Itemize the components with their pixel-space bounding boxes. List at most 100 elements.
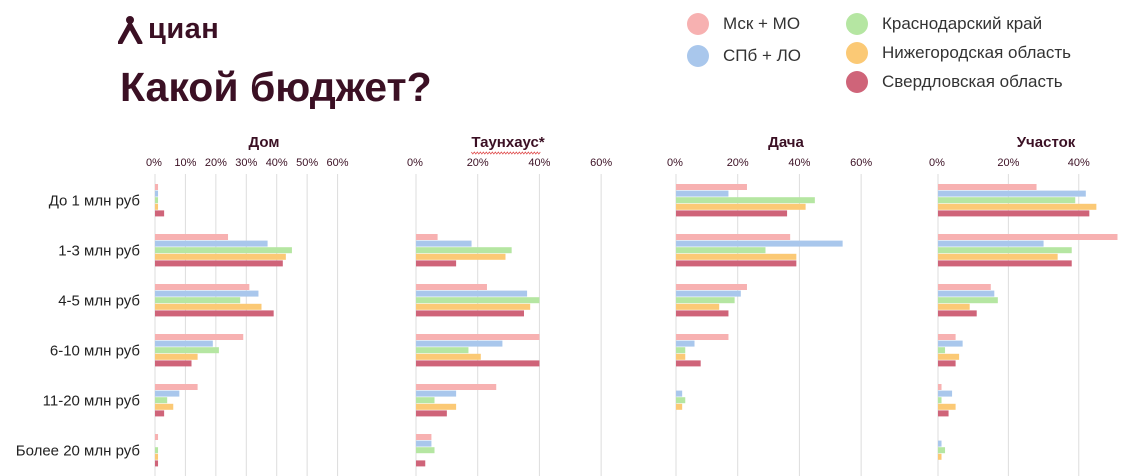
cian-logo-icon: [118, 16, 143, 44]
bar-до-1-млн-руб-s4: [938, 210, 1090, 217]
tick-label: 60%: [327, 157, 349, 169]
bar-6-10-млн-руб-s2: [155, 347, 219, 354]
bar-6-10-млн-руб-s3: [676, 353, 686, 360]
bar-6-10-млн-руб-s4: [676, 360, 701, 367]
spellcheck-underline: [470, 151, 541, 155]
bar-до-1-млн-руб-s1: [676, 190, 729, 197]
tick-label: 40%: [788, 157, 810, 169]
bar-11-20-млн-руб-s2: [938, 397, 942, 404]
bar-4-5-млн-руб-s2: [938, 297, 998, 304]
bar-6-10-млн-руб-s1: [155, 340, 213, 347]
bar-1-3-млн-руб-s0: [155, 234, 229, 240]
bar-11-20-млн-руб-s0: [155, 384, 198, 390]
bar-6-10-млн-руб-s1: [938, 340, 963, 347]
brand-logo: циан: [118, 12, 219, 46]
bar-1-3-млн-руб-s4: [676, 260, 797, 267]
category-label-0: До 1 млн руб: [49, 193, 140, 210]
bar-1-3-млн-руб-s4: [416, 260, 457, 267]
bar-11-20-млн-руб-s0: [416, 384, 497, 390]
bar-11-20-млн-руб-s3: [676, 403, 683, 410]
bar-11-20-млн-руб-s1: [155, 390, 180, 397]
panel-таунхаус: Таунхаус* 0% 20% 40% 60%: [407, 134, 612, 476]
tick-label: 60%: [850, 157, 872, 169]
bar-6-10-млн-руб-s1: [416, 340, 503, 347]
bar-6-10-млн-руб-s4: [416, 360, 540, 367]
bar-4-5-млн-руб-s3: [938, 303, 970, 310]
bar-до-1-млн-руб-s4: [155, 210, 165, 217]
bar-1-3-млн-руб-s3: [938, 253, 1058, 260]
tick-label: 60%: [590, 157, 612, 169]
category-label-1: 1-3 млн руб: [58, 243, 140, 260]
bar-6-10-млн-руб-s2: [416, 347, 469, 354]
bar-1-3-млн-руб-s0: [938, 234, 1118, 240]
bar-более-20-млн-руб-s1: [938, 440, 942, 447]
bar-1-3-млн-руб-s3: [416, 253, 506, 260]
bar-до-1-млн-руб-s1: [938, 190, 1086, 197]
bar-6-10-млн-руб-s3: [938, 353, 960, 360]
bar-1-3-млн-руб-s1: [155, 240, 268, 247]
bar-11-20-млн-руб-s3: [155, 403, 174, 410]
bar-4-5-млн-руб-s0: [938, 284, 991, 290]
tick-label: 20%: [727, 157, 749, 169]
bar-11-20-млн-руб-s3: [416, 403, 457, 410]
page-title: Какой бюджет?: [120, 64, 432, 110]
bar-1-3-млн-руб-s1: [676, 240, 843, 247]
bar-4-5-млн-руб-s0: [416, 284, 487, 290]
bar-11-20-млн-руб-s1: [938, 390, 953, 397]
panel-дача: Дача 0% 20% 40% 60%: [667, 134, 872, 476]
bar-1-3-млн-руб-s1: [416, 240, 472, 247]
bar-6-10-млн-руб-s3: [155, 353, 198, 360]
category-label-5: Более 20 млн руб: [16, 443, 140, 460]
tick-label: 40%: [528, 157, 550, 169]
bar-4-5-млн-руб-s4: [938, 310, 977, 317]
bar-11-20-млн-руб-s4: [938, 410, 949, 417]
bar-более-20-млн-руб-s3: [155, 453, 159, 460]
bar-6-10-млн-руб-s0: [155, 334, 244, 340]
bar-1-3-млн-руб-s4: [938, 260, 1072, 267]
bar-6-10-млн-руб-s0: [416, 334, 540, 340]
tick-label: 20%: [467, 157, 489, 169]
bar-11-20-млн-руб-s2: [676, 397, 686, 404]
tick-label: 10%: [174, 157, 196, 169]
bar-до-1-млн-руб-s4: [676, 210, 788, 217]
tick-label: 50%: [296, 157, 318, 169]
category-label-4: 11-20 млн руб: [43, 393, 140, 410]
bar-4-5-млн-руб-s4: [416, 310, 524, 317]
bar-6-10-млн-руб-s3: [416, 353, 481, 360]
bar-более-20-млн-руб-s3: [938, 453, 942, 460]
bar-11-20-млн-руб-s4: [155, 410, 165, 417]
category-label-3: 6-10 млн руб: [50, 343, 140, 360]
tick-label: 20%: [997, 157, 1019, 169]
bar-1-3-млн-руб-s2: [938, 247, 1072, 254]
brand-name: циан: [148, 12, 220, 45]
bar-6-10-млн-руб-s2: [676, 347, 686, 354]
tick-label: 0%: [407, 157, 423, 169]
bar-6-10-млн-руб-s2: [938, 347, 946, 354]
panel-участок: Участок 0% 20% 40%: [929, 134, 1118, 476]
bar-4-5-млн-руб-s2: [155, 297, 241, 304]
bar-4-5-млн-руб-s3: [155, 303, 262, 310]
category-label-2: 4-5 млн руб: [58, 293, 140, 310]
bar-4-5-млн-руб-s4: [676, 310, 729, 317]
tick-label: 40%: [266, 157, 288, 169]
bar-более-20-млн-руб-s2: [938, 447, 946, 454]
bar-4-5-млн-руб-s1: [676, 290, 741, 297]
bar-4-5-млн-руб-s3: [676, 303, 720, 310]
bar-до-1-млн-руб-s3: [938, 203, 1097, 210]
tick-label: 0%: [146, 157, 162, 169]
bar-до-1-млн-руб-s0: [938, 184, 1037, 190]
bar-11-20-млн-руб-s1: [416, 390, 457, 397]
bar-до-1-млн-руб-s1: [155, 190, 159, 197]
bar-1-3-млн-руб-s4: [155, 260, 283, 267]
bar-4-5-млн-руб-s1: [416, 290, 528, 297]
bar-до-1-млн-руб-s0: [155, 184, 159, 190]
tick-label: 20%: [205, 157, 227, 169]
bar-11-20-млн-руб-s4: [416, 410, 447, 417]
bar-1-3-млн-руб-s3: [676, 253, 797, 260]
bar-более-20-млн-руб-s1: [416, 440, 432, 447]
bar-4-5-млн-руб-s2: [676, 297, 735, 304]
panel-title: Дача: [768, 134, 804, 151]
bar-6-10-млн-руб-s1: [676, 340, 695, 347]
bar-1-3-млн-руб-s3: [155, 253, 286, 260]
